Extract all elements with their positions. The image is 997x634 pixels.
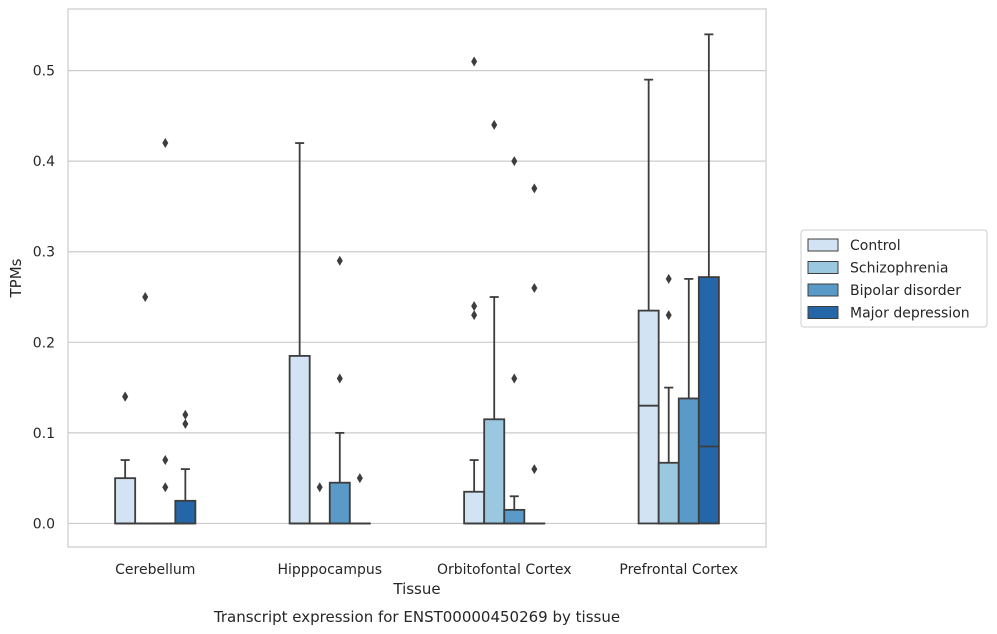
outlier-point [471, 310, 478, 321]
box-1-1 [308, 482, 331, 525]
legend: Control Schizophrenia Bipolar disorder Majo… [800, 229, 988, 328]
y-tick-label: 0.5 [33, 64, 55, 80]
x-tick-labels: Cerebellum Hipppocampus Orbitofontal Corte… [115, 562, 738, 578]
box-body [503, 508, 526, 525]
outlier-point [531, 282, 538, 293]
box-3-1 [657, 273, 680, 525]
gridlines [68, 69, 766, 525]
box-body [483, 418, 506, 525]
box-body [637, 309, 660, 525]
outlier-point [316, 482, 323, 493]
outlier-point [471, 56, 478, 67]
legend-swatch [807, 306, 839, 319]
box-2-3 [523, 183, 546, 525]
legend-label: Major depression [850, 306, 970, 322]
box-0-2 [154, 138, 177, 525]
legend-swatch [807, 238, 839, 252]
box-1-0 [288, 142, 311, 525]
box-body [657, 461, 680, 525]
box-0-1 [134, 292, 157, 525]
outlier-point [336, 373, 343, 384]
box-2-0 [463, 56, 486, 525]
legend-label: Schizophrenia [850, 261, 948, 277]
outlier-point [491, 119, 498, 130]
x-tick-label: Prefrontal Cortex [619, 562, 738, 578]
outlier-point [182, 418, 189, 429]
box-1-3 [348, 473, 371, 525]
x-tick-label: Orbitofontal Cortex [437, 562, 572, 578]
box-3-2 [677, 278, 700, 525]
outlier-point [142, 292, 149, 303]
outlier-point [162, 455, 169, 466]
y-tick-label: 0.1 [33, 426, 55, 442]
outlier-point [511, 373, 518, 384]
legend-swatch [807, 283, 839, 297]
box-body [114, 477, 137, 525]
outlier-point [162, 138, 169, 149]
y-tick-label: 0.4 [33, 154, 55, 170]
chart-caption: Transcript expression for ENST0000045026… [213, 608, 620, 626]
box-2-1 [483, 119, 506, 525]
box-body [288, 354, 311, 525]
y-tick-label: 0.2 [33, 335, 55, 351]
box-1-2 [328, 255, 351, 525]
box-3-3 [697, 33, 720, 525]
y-tick-label: 0.3 [33, 245, 55, 261]
box-3-0 [637, 78, 660, 525]
box-body [328, 481, 351, 525]
box-0-0 [114, 391, 137, 525]
outlier-point [531, 464, 538, 475]
legend-swatch [807, 261, 839, 274]
outlier-point [531, 183, 538, 194]
outlier-point [665, 273, 672, 284]
box-body [463, 490, 486, 525]
x-tick-label: Hipppocampus [277, 562, 382, 578]
legend-label: Control [850, 238, 901, 254]
legend-label: Bipolar disorder [850, 283, 961, 299]
outlier-point [665, 310, 672, 321]
box-groups [114, 33, 720, 525]
outlier-point [182, 409, 189, 420]
plot-frame [67, 8, 767, 548]
box-body [174, 499, 197, 525]
box-2-2 [503, 156, 526, 525]
outlier-point [356, 473, 363, 484]
outlier-point [122, 391, 129, 402]
outlier-point [511, 156, 518, 167]
box-0-3 [174, 409, 197, 525]
box-body [697, 276, 720, 525]
y-tick-label: 0.0 [33, 516, 55, 532]
y-tick-labels: 0.0 0.1 0.2 0.3 0.4 0.5 [33, 64, 55, 533]
x-tick-label: Cerebellum [115, 562, 195, 578]
outlier-point [471, 301, 478, 312]
box-body [677, 397, 700, 525]
legend-frame [800, 229, 988, 328]
outlier-point [162, 482, 169, 493]
x-axis-label: Tissue [392, 580, 440, 598]
y-axis-label: TPMs [7, 258, 25, 298]
outlier-point [336, 255, 343, 266]
